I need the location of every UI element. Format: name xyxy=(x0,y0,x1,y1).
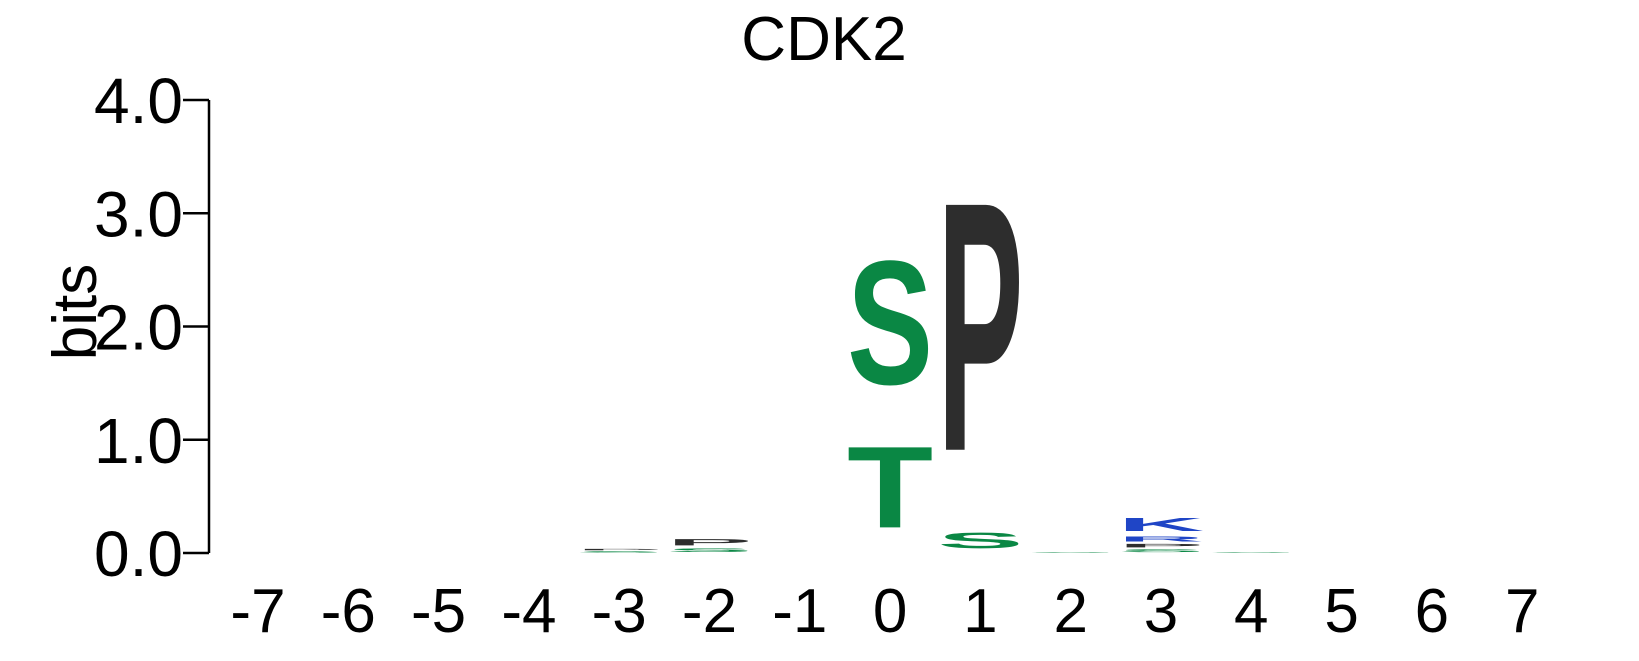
y-tick-label: 4.0 xyxy=(94,65,183,137)
y-tick-label: 3.0 xyxy=(94,178,183,250)
logo-letter-p: P xyxy=(576,548,662,550)
position-label: -4 xyxy=(501,577,556,646)
y-tick-label: 0.0 xyxy=(94,518,183,590)
y-axis-label: bits xyxy=(41,264,110,360)
y-axis-ticks: 0.0 1.0 2.0 3.0 4.0 xyxy=(94,65,209,590)
logo-letter-s: S xyxy=(937,528,1023,553)
position-label: 1 xyxy=(963,577,997,646)
logo-letter-s: S xyxy=(667,547,753,553)
logo-letter-p: P xyxy=(937,128,1023,526)
logo-letter-k: K xyxy=(1118,515,1204,535)
chart-title: CDK2 xyxy=(741,5,906,74)
position-label: -5 xyxy=(411,577,466,646)
position-label: 2 xyxy=(1053,577,1087,646)
position-label: 5 xyxy=(1324,577,1358,646)
position-label: -1 xyxy=(772,577,827,646)
position-label: 6 xyxy=(1415,577,1449,646)
position-label: -7 xyxy=(230,577,285,646)
position-label: 7 xyxy=(1505,577,1539,646)
logo-letter-s: S xyxy=(847,224,933,422)
logo-letter-r: R xyxy=(1118,535,1204,543)
position-label: 3 xyxy=(1144,577,1178,646)
y-tick-label: 1.0 xyxy=(94,405,183,477)
position-label: -3 xyxy=(592,577,647,646)
logo-letter-s: S xyxy=(1118,548,1204,553)
position-label: -6 xyxy=(321,577,376,646)
position-label: 0 xyxy=(873,577,907,646)
logo-letter-s: S xyxy=(1028,552,1114,553)
logo-letter-p: P xyxy=(667,537,753,547)
logo-letter-p: P xyxy=(1118,543,1204,549)
position-label: -2 xyxy=(682,577,737,646)
position-label: 4 xyxy=(1234,577,1268,646)
logo-letter-s: S xyxy=(1208,552,1294,553)
x-axis-position-labels: -7 -6 -5 -4 -3 -2 -1 0 1 2 3 4 5 6 7 xyxy=(230,577,1539,646)
logo-letter-s: S xyxy=(576,551,662,553)
logo-letter-t: T xyxy=(847,423,933,553)
y-tick-label: 2.0 xyxy=(94,292,183,364)
